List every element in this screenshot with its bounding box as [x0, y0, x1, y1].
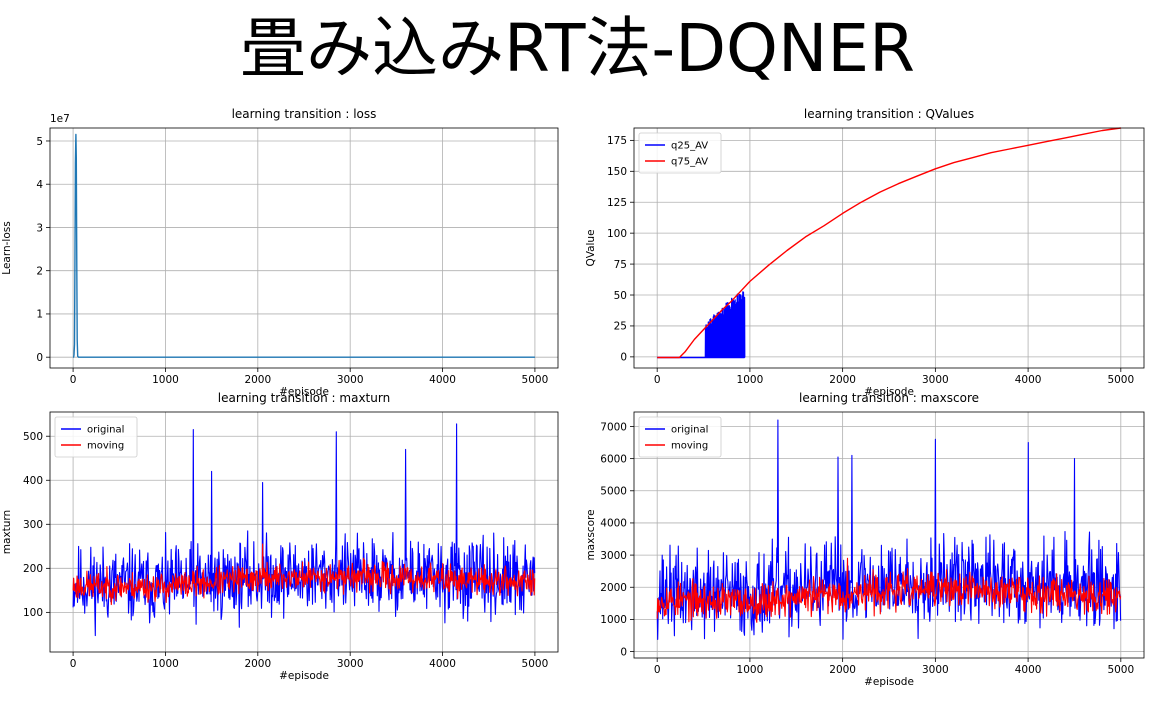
moving-line [72, 543, 536, 606]
y-tick-label: 175 [607, 135, 627, 147]
axes-frame [49, 411, 559, 653]
x-axis-label: #episode [864, 676, 914, 688]
y-tick-label: 4000 [600, 518, 627, 530]
series-line [72, 133, 535, 358]
x-axis-label: #episode [279, 670, 329, 682]
x-tick-label: 1000 [152, 374, 179, 386]
page-title: 畳み込みRT法-DQNER [240, 10, 915, 87]
moving-line [656, 557, 1122, 623]
x-tick-label: 3000 [922, 664, 949, 676]
q75-av-line [657, 127, 1121, 359]
x-tick-label: 3000 [337, 374, 364, 386]
x-axis-label: #episode [279, 386, 329, 398]
maxturn-chart: 0 1000 2000 3000 4000 5000 100 200 300 400 500 lear… [1, 391, 559, 682]
y-tick-label: 150 [607, 166, 627, 178]
x-tick-label: 0 [654, 374, 661, 386]
y-axis-label: maxturn [1, 510, 13, 554]
x-tick-label: 0 [70, 374, 77, 386]
legend-box [54, 416, 138, 458]
x-tick-label: 5000 [1107, 664, 1134, 676]
x-tick-label: 1000 [152, 658, 179, 670]
y-axis-label: maxscore [585, 509, 597, 560]
y-tick-label: 7000 [600, 421, 627, 433]
y-tick-label: 500 [23, 431, 43, 443]
axes-frame [49, 127, 559, 369]
y-tick-label: 25 [614, 321, 627, 333]
y-tick-label: 100 [23, 607, 43, 619]
x-tick-label: 3000 [337, 658, 364, 670]
y-tick-label: 0 [620, 352, 627, 364]
legend-label: original [671, 425, 708, 436]
legend-label: moving [671, 441, 708, 452]
legend-label: q25_AV [671, 141, 708, 152]
y-tick-label: 50 [614, 290, 627, 302]
maxscore-chart: 0 1000 2000 3000 4000 5000 0 1000 2000 3000 4000 50… [585, 391, 1145, 688]
y-axis-label: Learn-loss [1, 221, 13, 274]
chart-title: learning transition : loss [232, 107, 377, 121]
y-tick-label: 2000 [600, 582, 627, 594]
x-tick-label: 4000 [1015, 374, 1042, 386]
x-tick-label: 1000 [737, 374, 764, 386]
y-tick-label: 3 [36, 222, 43, 234]
y-multiplier-label: 1e7 [50, 113, 70, 125]
x-tick-label: 3000 [922, 374, 949, 386]
y-tick-label: 400 [23, 475, 43, 487]
axes-frame [633, 127, 1145, 369]
chart-title: learning transition : QValues [804, 107, 974, 121]
y-tick-label: 0 [36, 352, 43, 364]
x-tick-label: 4000 [429, 658, 456, 670]
x-tick-label: 2000 [244, 658, 271, 670]
y-tick-label: 1 [36, 309, 43, 321]
y-tick-label: 200 [23, 563, 43, 575]
x-tick-label: 5000 [1107, 374, 1134, 386]
legend-box [638, 132, 722, 174]
chart-title: learning transition : maxscore [799, 391, 979, 405]
original-line [656, 419, 1122, 640]
chart-title: learning transition : maxturn [218, 391, 390, 405]
x-axis-label: #episode [864, 386, 914, 398]
x-tick-label: 5000 [522, 374, 549, 386]
x-tick-label: 5000 [522, 658, 549, 670]
x-tick-label: 4000 [429, 374, 456, 386]
x-tick-label: 0 [70, 658, 77, 670]
x-tick-label: 1000 [737, 664, 764, 676]
y-tick-label: 5000 [600, 486, 627, 498]
legend-label: q75_AV [671, 157, 708, 168]
x-tick-label: 2000 [829, 664, 856, 676]
y-tick-label: 6000 [600, 453, 627, 465]
legend-box [638, 416, 722, 458]
y-tick-label: 1000 [600, 614, 627, 626]
y-tick-label: 75 [614, 259, 627, 271]
y-tick-label: 100 [607, 228, 627, 240]
loss-chart: 0 1000 2000 3000 4000 5000 0 1 2 3 4 5 1e7 learning t… [1, 107, 559, 398]
legend-label: moving [87, 441, 124, 452]
x-tick-label: 2000 [244, 374, 271, 386]
original-line [72, 423, 536, 637]
x-tick-label: 0 [654, 664, 661, 676]
y-tick-label: 5 [36, 136, 43, 148]
y-axis-label: QValue [585, 229, 597, 266]
legend-label: original [87, 425, 124, 436]
y-tick-label: 4 [36, 179, 43, 191]
axes-frame [633, 411, 1145, 659]
x-tick-label: 2000 [829, 374, 856, 386]
x-tick-label: 4000 [1015, 664, 1042, 676]
y-tick-label: 3000 [600, 550, 627, 562]
qvalues-chart: 0 1000 2000 3000 4000 5000 0 25 50 75 100 125 150 175… [585, 107, 1145, 398]
y-tick-label: 300 [23, 519, 43, 531]
y-tick-label: 125 [607, 197, 627, 209]
y-tick-label: 2 [36, 266, 43, 278]
y-tick-label: 0 [620, 646, 627, 658]
q25-av-line [657, 291, 746, 359]
